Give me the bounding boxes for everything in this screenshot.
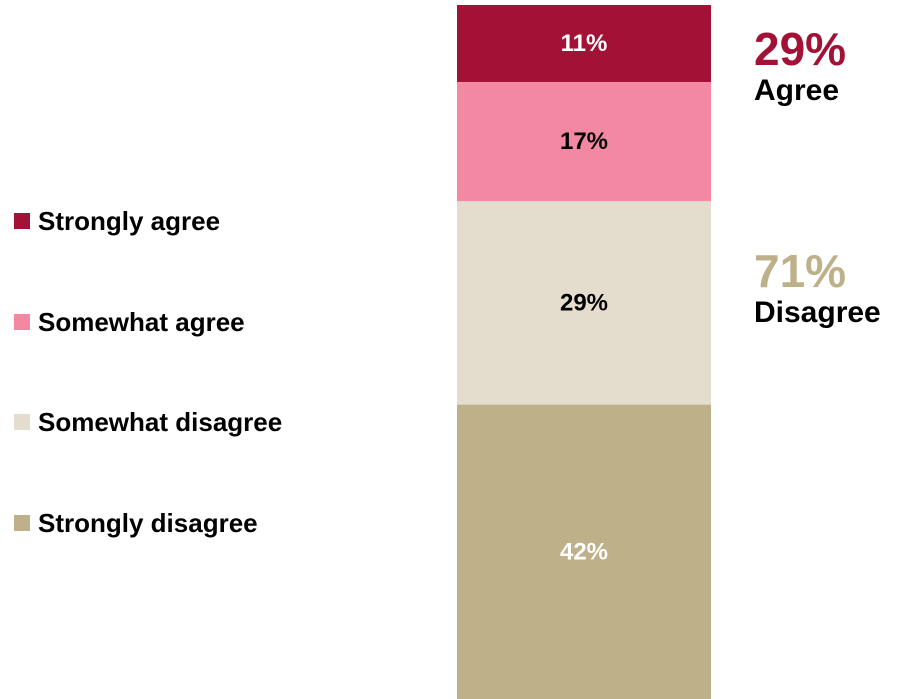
- bar-segment-strongly-disagree: [457, 404, 711, 699]
- summary-disagree-percent: 71%: [754, 245, 847, 297]
- summary-agree-percent: 29%: [754, 23, 847, 75]
- stacked-bar: 11% 17% 29% 42%: [457, 5, 711, 699]
- bar-segment-strongly-agree: [457, 5, 711, 83]
- legend-label-strongly-agree: Strongly agree: [38, 205, 221, 236]
- data-label-strongly-agree: 11%: [561, 30, 608, 57]
- data-label-strongly-disagree: 42%: [560, 538, 608, 565]
- legend-swatch-somewhat-disagree: [14, 414, 30, 430]
- data-label-somewhat-disagree: 29%: [560, 289, 608, 316]
- legend-item-strongly-agree: Strongly agree: [14, 206, 220, 236]
- legend-label-somewhat-agree: Somewhat agree: [38, 306, 245, 337]
- bar-segment-somewhat-agree: [457, 82, 711, 202]
- legend-swatch-somewhat-agree: [14, 314, 30, 330]
- summary-agree-label: Agree: [754, 74, 840, 107]
- summary-agree: 29% Agree: [754, 24, 846, 108]
- legend-item-strongly-disagree: Strongly disagree: [14, 508, 258, 538]
- bar-segment-somewhat-disagree: [457, 201, 711, 405]
- legend-item-somewhat-disagree: Somewhat disagree: [14, 407, 282, 437]
- legend-item-somewhat-agree: Somewhat agree: [14, 307, 245, 337]
- summary-disagree-label: Disagree: [754, 296, 881, 329]
- legend-swatch-strongly-disagree: [14, 515, 30, 531]
- legend-label-somewhat-disagree: Somewhat disagree: [38, 406, 283, 437]
- legend-swatch-strongly-agree: [14, 213, 30, 229]
- summary-disagree: 71% Disagree: [754, 246, 881, 330]
- legend-label-strongly-disagree: Strongly disagree: [38, 507, 258, 538]
- data-label-somewhat-agree: 17%: [560, 128, 608, 155]
